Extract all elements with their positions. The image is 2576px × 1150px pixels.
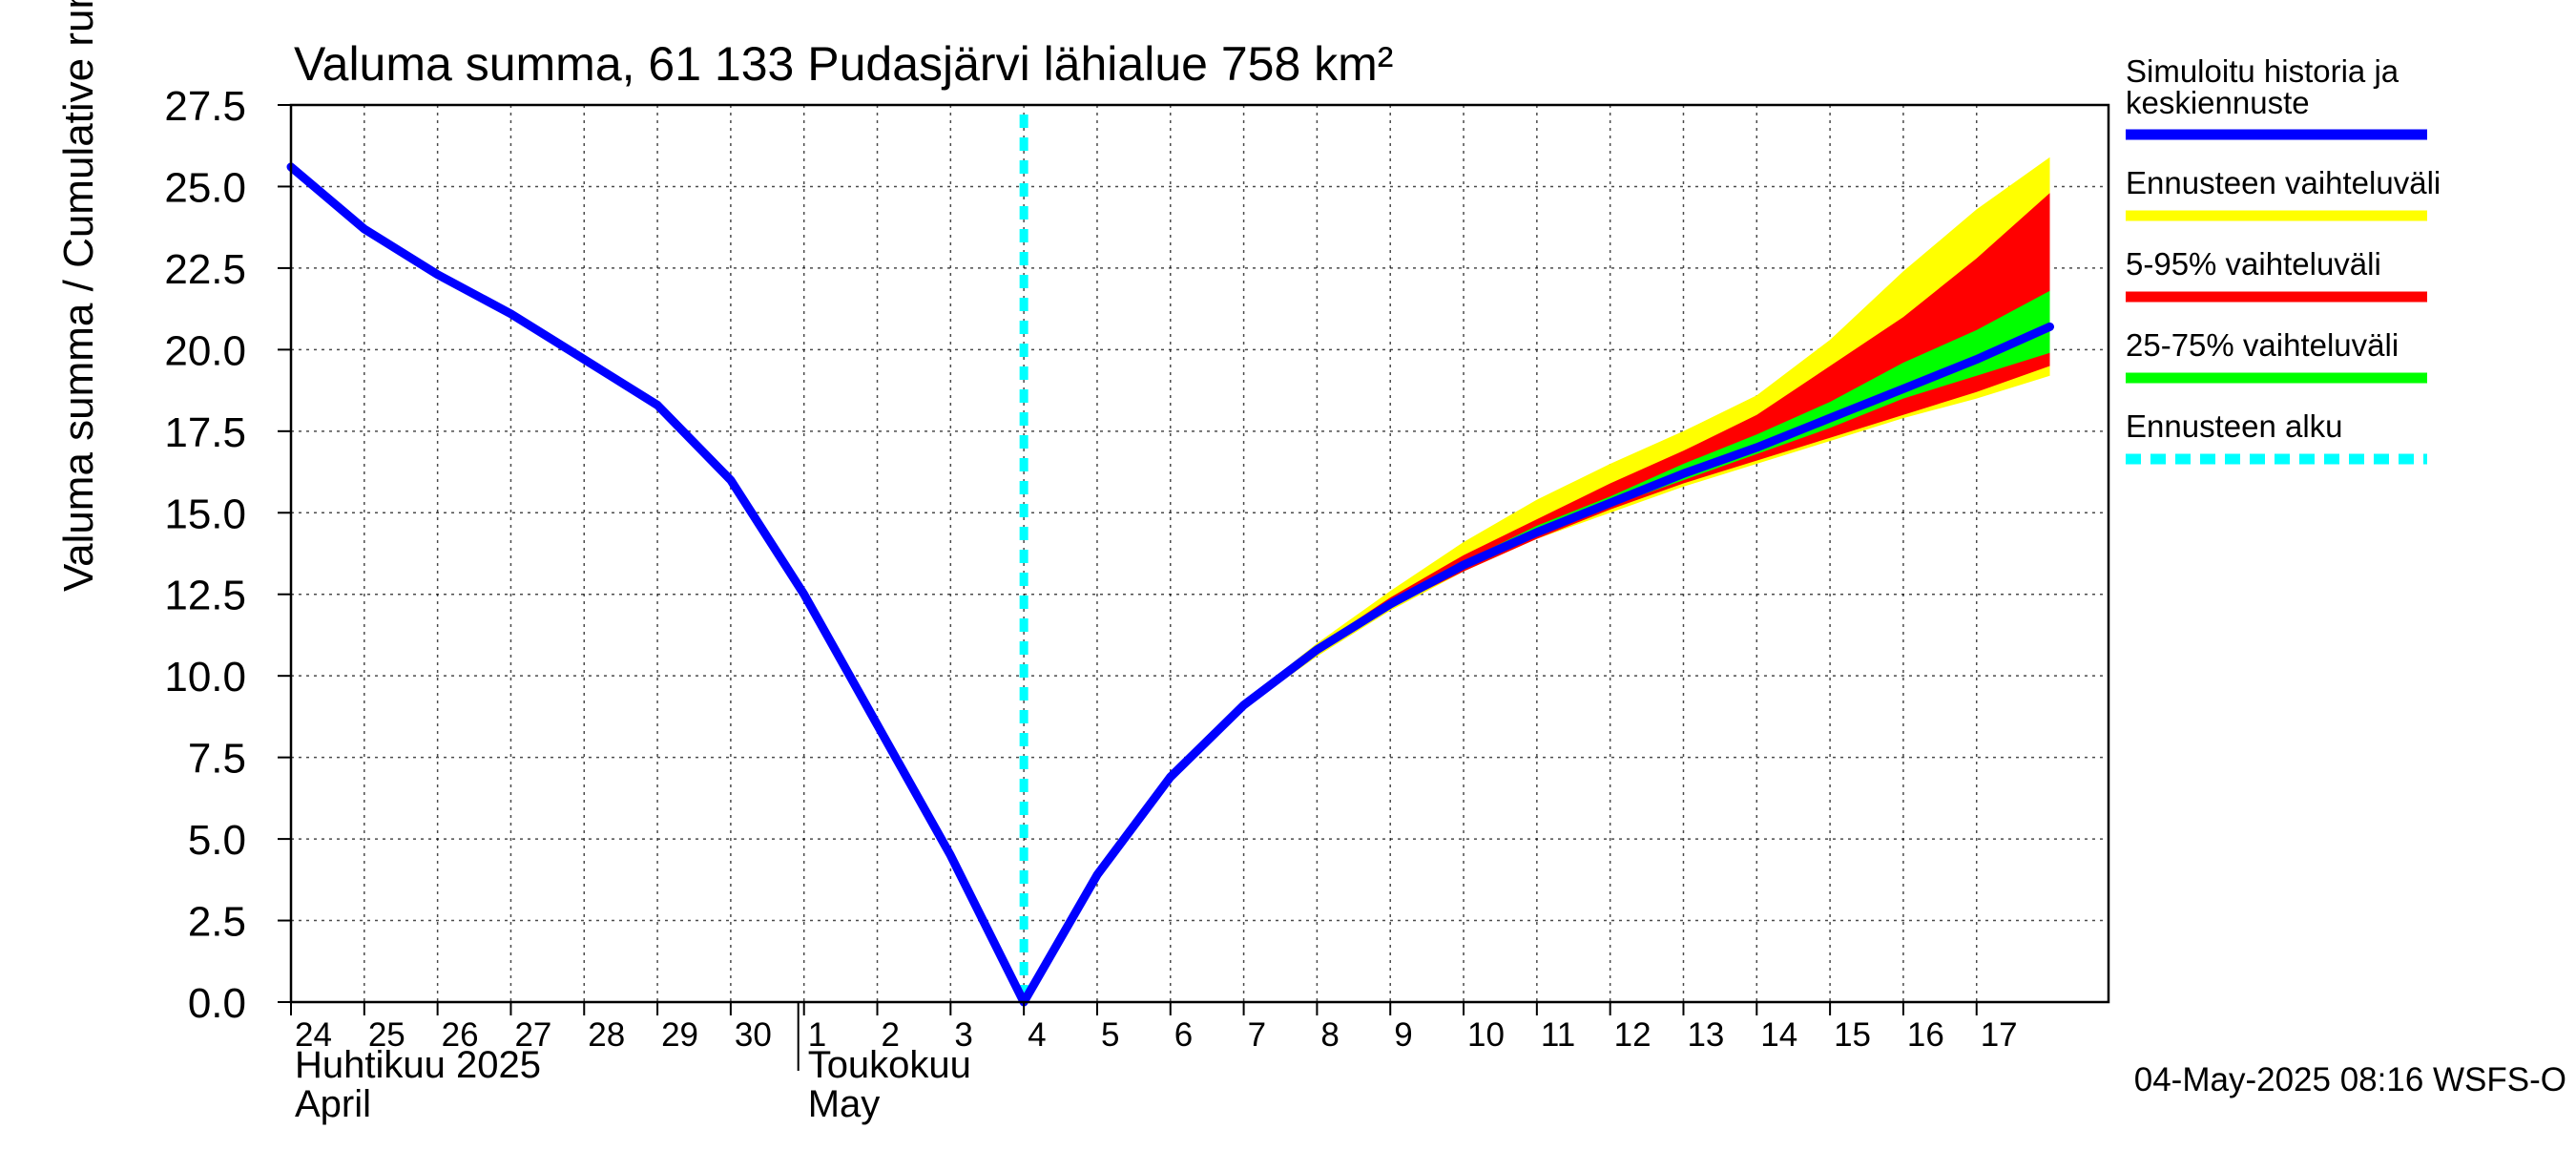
month-label-en: May xyxy=(808,1083,881,1125)
x-tick-label: 3 xyxy=(954,1016,972,1054)
legend-label: 5-95% vaihteluväli xyxy=(2126,246,2381,282)
x-tick-label: 27 xyxy=(514,1016,551,1054)
forecast-bands xyxy=(1024,157,2050,1003)
band-5-95 xyxy=(1024,193,2050,1003)
x-tick-label: 10 xyxy=(1467,1016,1505,1054)
y-axis-label: Valuma summa / Cumulative runoff mm xyxy=(55,0,102,592)
x-tick-label: 15 xyxy=(1834,1016,1871,1054)
x-tick-label: 12 xyxy=(1614,1016,1652,1054)
x-tick-label: 26 xyxy=(442,1016,479,1054)
y-tick-label: 7.5 xyxy=(188,736,246,783)
y-tick-label: 17.5 xyxy=(164,409,246,456)
x-tick-label: 5 xyxy=(1101,1016,1119,1054)
legend-label: keskiennuste xyxy=(2126,85,2310,120)
month-label-en: April xyxy=(295,1083,371,1125)
chart-title: Valuma summa, 61 133 Pudasjärvi lähialue… xyxy=(294,37,1393,91)
y-tick-label: 0.0 xyxy=(188,980,246,1027)
legend-label: 25-75% vaihteluväli xyxy=(2126,327,2399,363)
x-tick-label: 8 xyxy=(1320,1016,1339,1054)
band-25-75 xyxy=(1024,290,2050,1002)
series-lines xyxy=(286,115,2054,1007)
y-axis-ticks: 0.0 2.5 5.0 7.5 10.0 12.5 15.0 17.5 20.0 22.5 25.0… xyxy=(164,83,291,1027)
x-tick-label: 13 xyxy=(1687,1016,1724,1054)
x-tick-label: 4 xyxy=(1028,1016,1046,1054)
grid-lines xyxy=(291,105,2109,1002)
x-tick-label: 6 xyxy=(1174,1016,1193,1054)
legend-label: Ennusteen alku xyxy=(2126,408,2343,444)
x-axis-ticks: 24 25 26 27 28 29 30 1 2 3 4 5 6 7 8 9 10 11 12 13 14 15 16 17H… xyxy=(290,1002,2018,1125)
x-tick-label: 17 xyxy=(1981,1016,2018,1054)
x-tick-label: 24 xyxy=(295,1016,332,1054)
x-tick-label: 2 xyxy=(882,1016,900,1054)
plot-border xyxy=(289,103,2110,1004)
x-tick-label: 25 xyxy=(368,1016,405,1054)
band-full-range xyxy=(1024,157,2050,1002)
x-tick-label: 16 xyxy=(1907,1016,1944,1054)
legend-label: Simuloitu historia ja xyxy=(2126,53,2399,89)
month-label-fi: Huhtikuu 2025 xyxy=(295,1044,541,1086)
y-tick-label: 5.0 xyxy=(188,817,246,864)
y-tick-label: 22.5 xyxy=(164,246,246,293)
month-label-fi: Toukokuu xyxy=(808,1044,971,1086)
x-tick-label: 30 xyxy=(735,1016,772,1054)
x-tick-label: 9 xyxy=(1394,1016,1412,1054)
x-tick-label: 28 xyxy=(588,1016,625,1054)
legend-label: Ennusteen vaihteluväli xyxy=(2126,165,2441,200)
y-tick-label: 27.5 xyxy=(164,83,246,130)
plot-frame xyxy=(289,103,2110,1004)
series-line-median xyxy=(286,162,2054,1007)
x-tick-label: 14 xyxy=(1760,1016,1797,1054)
timestamp-footer: 04-May-2025 08:16 WSFS-O xyxy=(2134,1061,2566,1098)
x-tick-label: 11 xyxy=(1541,1016,1575,1054)
x-tick-label: 29 xyxy=(661,1016,698,1054)
y-tick-label: 20.0 xyxy=(164,327,246,374)
y-tick-label: 12.5 xyxy=(164,573,246,619)
y-tick-label: 15.0 xyxy=(164,491,246,537)
x-tick-label: 1 xyxy=(808,1016,826,1054)
x-tick-label: 7 xyxy=(1248,1016,1266,1054)
y-tick-label: 10.0 xyxy=(164,654,246,700)
y-tick-label: 25.0 xyxy=(164,164,246,211)
y-tick-label: 2.5 xyxy=(188,899,246,946)
